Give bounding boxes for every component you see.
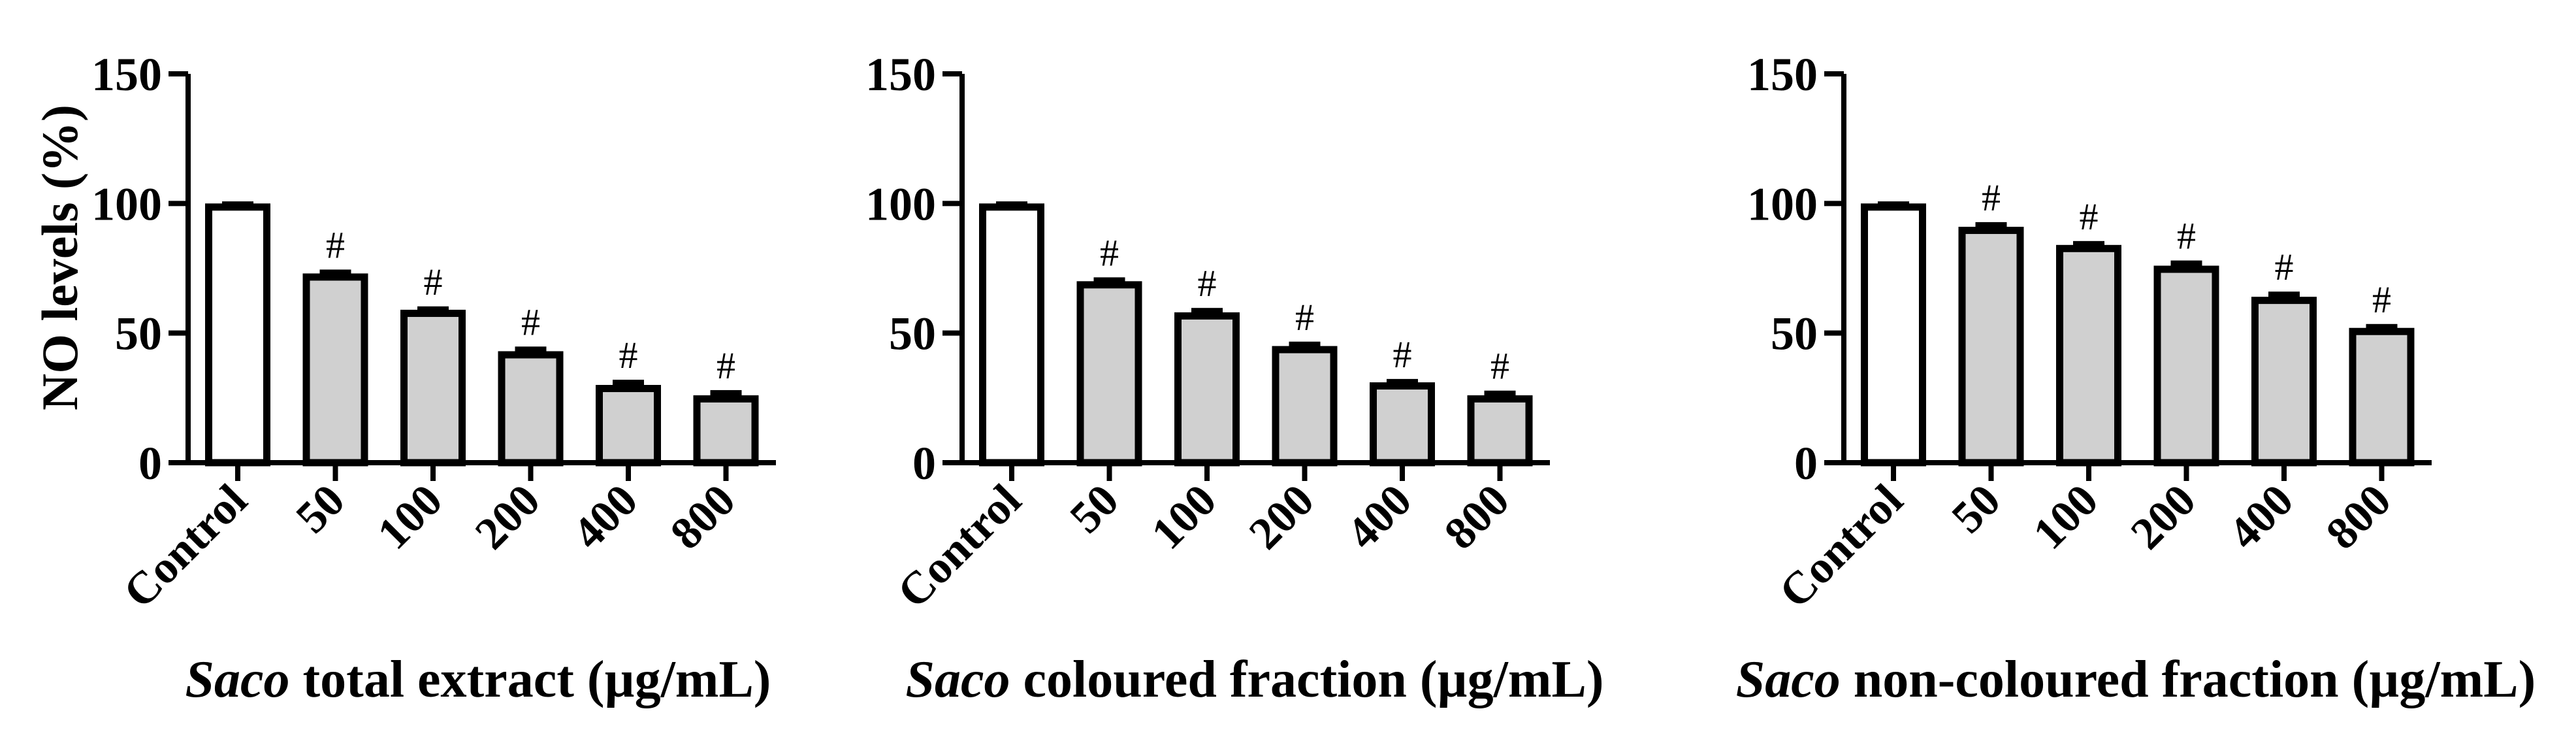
error-bar — [515, 346, 547, 353]
x-tick-label: 800 — [661, 475, 745, 559]
error-bar — [319, 269, 351, 275]
panel-total-extract: 050100150Control#50#100#200#400#800Saco … — [91, 48, 776, 708]
significance-marker: # — [521, 301, 540, 343]
y-tick-label: 100 — [865, 178, 936, 230]
x-axis-title-rest: non-coloured fraction (µg/mL) — [1841, 651, 2536, 708]
bar-50 — [1076, 281, 1142, 467]
significance-marker: # — [1295, 296, 1314, 339]
y-tick-label: 150 — [865, 48, 936, 101]
x-tick-label: 50 — [1942, 475, 2010, 543]
panel-coloured-fraction: 050100150Control#50#100#200#400#800Saco … — [865, 48, 1603, 708]
x-axis-title-genus: Saco — [185, 651, 290, 708]
x-tick-label: 100 — [2024, 475, 2108, 559]
x-axis-title-genus: Saco — [1736, 651, 1841, 708]
x-tick-label: 400 — [1338, 475, 1422, 559]
significance-marker: # — [1982, 176, 2001, 219]
bar-control — [205, 203, 270, 467]
significance-marker: # — [619, 334, 638, 376]
error-bar — [1975, 222, 2007, 229]
error-bar — [1878, 201, 1909, 205]
y-tick-label: 0 — [138, 437, 162, 489]
bar-400 — [596, 385, 661, 467]
significance-marker: # — [716, 344, 735, 387]
bar-400 — [1370, 382, 1435, 467]
x-tick-label: 200 — [2121, 475, 2206, 559]
error-bar — [2268, 291, 2300, 299]
bar-200 — [1272, 346, 1338, 467]
significance-marker: # — [1100, 231, 1119, 274]
bar-800 — [693, 395, 759, 467]
x-tick-label: Control — [888, 475, 1031, 618]
x-tick-label: 400 — [2219, 475, 2304, 559]
error-bar — [1093, 277, 1125, 283]
bar-50 — [1958, 227, 2024, 467]
x-tick-label: 100 — [368, 475, 453, 559]
y-tick-label: 50 — [889, 308, 936, 360]
x-tick-label: 200 — [1240, 475, 1324, 559]
y-tick-label: 150 — [91, 48, 162, 101]
error-bar — [2170, 260, 2202, 267]
x-tick-label: 50 — [1061, 475, 1129, 543]
panel-non-coloured-fraction: 050100150Control#50#100#200#400#800Saco … — [1736, 48, 2536, 708]
x-axis-title-rest: total extract (µg/mL) — [290, 651, 771, 708]
error-bar — [2366, 323, 2398, 329]
x-tick-label: Control — [114, 475, 257, 618]
error-bar — [222, 201, 253, 205]
x-tick-label: 800 — [2317, 475, 2401, 559]
y-tick-label: 150 — [1747, 48, 1818, 101]
significance-marker: # — [2372, 278, 2391, 321]
error-bar — [1387, 378, 1418, 384]
y-tick-label: 100 — [1747, 178, 1818, 230]
error-bar — [417, 306, 449, 311]
y-tick-label: 50 — [115, 308, 162, 360]
bar-200 — [2153, 265, 2219, 467]
y-tick-label: 0 — [1794, 437, 1818, 489]
bar-800 — [1467, 395, 1533, 467]
error-bar — [613, 380, 644, 386]
bar-control — [1861, 203, 1926, 467]
x-tick-label: Control — [1770, 475, 1913, 618]
error-bar — [996, 201, 1027, 205]
significance-marker: # — [424, 261, 443, 303]
significance-marker: # — [2275, 246, 2294, 288]
significance-marker: # — [1198, 262, 1217, 305]
bar-200 — [498, 351, 564, 467]
x-axis-title: Saco non-coloured fraction (µg/mL) — [1736, 651, 2536, 708]
significance-marker: # — [2177, 215, 2196, 257]
y-tick-label: 0 — [912, 437, 936, 489]
error-bar — [1289, 341, 1321, 348]
error-bar — [1484, 390, 1516, 397]
y-tick-label: 100 — [91, 178, 162, 230]
error-bar — [710, 389, 742, 397]
x-axis-title-genus: Saco — [906, 651, 1010, 708]
significance-marker: # — [1490, 345, 1509, 388]
bar-100 — [2056, 244, 2121, 467]
x-axis-title: Saco total extract (µg/mL) — [185, 651, 771, 708]
y-axis-title: NO levels (%) — [31, 105, 88, 410]
bar-control — [979, 203, 1044, 467]
significance-marker: # — [2080, 195, 2099, 238]
x-tick-label: 400 — [564, 475, 648, 559]
x-tick-label: 800 — [1435, 475, 1519, 559]
bar-100 — [1174, 312, 1240, 467]
x-tick-label: 50 — [287, 475, 355, 543]
bar-100 — [400, 309, 466, 467]
x-tick-label: 200 — [466, 475, 550, 559]
bar-400 — [2251, 297, 2317, 467]
bar-800 — [2349, 327, 2415, 467]
y-tick-label: 50 — [1771, 308, 1818, 360]
x-axis-title-rest: coloured fraction (µg/mL) — [1010, 651, 1604, 708]
x-axis-title: Saco coloured fraction (µg/mL) — [906, 651, 1604, 708]
significance-marker: # — [1393, 333, 1412, 376]
bar-50 — [302, 273, 368, 467]
error-bar — [1191, 308, 1223, 314]
x-tick-label: 100 — [1142, 475, 1227, 559]
error-bar — [2073, 240, 2104, 246]
significance-marker: # — [326, 224, 345, 266]
